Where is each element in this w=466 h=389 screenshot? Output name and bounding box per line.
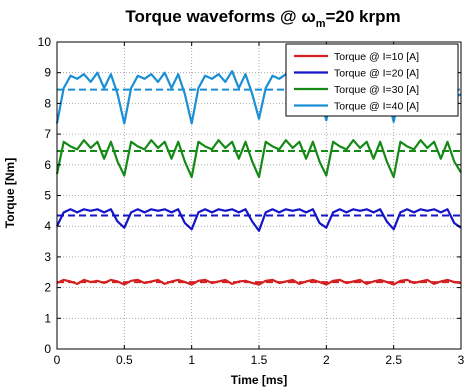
ticks: 0 0.5 1 1.5 2 2.5 3 0 1 2 3 4 5 6 7 8 9 10 xyxy=(38,35,465,367)
chart-title: Torque waveforms @ ωm=20 krpm xyxy=(125,7,400,30)
x-tick-label: 2.5 xyxy=(385,353,402,367)
x-tick-label: 3 xyxy=(458,353,465,367)
y-tick-label: 9 xyxy=(44,66,51,80)
y-axis-label: Torque [Nm] xyxy=(3,158,17,228)
x-tick-label: 1.5 xyxy=(251,353,268,367)
y-tick-label: 0 xyxy=(44,342,51,356)
y-tick-label: 7 xyxy=(44,127,51,141)
series-line-1 xyxy=(56,278,462,286)
legend: Torque @ I=10 [A] Torque @ I=20 [A] Torque… xyxy=(285,43,459,117)
y-tick-label: 4 xyxy=(44,219,51,233)
y-tick-label: 1 xyxy=(44,311,51,325)
x-tick-label: 1 xyxy=(188,353,195,367)
series-line-3 xyxy=(55,139,462,179)
y-tick-label: 3 xyxy=(44,250,51,264)
x-tick-label: 0 xyxy=(54,353,61,367)
y-tick-label: 8 xyxy=(44,96,51,110)
legend-label: Torque @ I=30 [A] xyxy=(334,84,419,96)
series-group xyxy=(55,70,462,286)
x-tick-label: 2 xyxy=(323,353,330,367)
x-axis-label: Time [ms] xyxy=(231,373,287,387)
legend-label: Torque @ I=20 [A] xyxy=(334,68,419,80)
y-tick-label: 2 xyxy=(44,281,51,295)
y-tick-label: 6 xyxy=(44,158,51,172)
y-tick-label: 5 xyxy=(44,189,51,203)
legend-label: Torque @ I=40 [A] xyxy=(334,101,419,113)
series-line-4 xyxy=(55,70,462,125)
x-tick-label: 0.5 xyxy=(116,353,133,367)
y-tick-label: 10 xyxy=(38,35,52,49)
series-line-2 xyxy=(56,208,462,232)
legend-label: Torque @ I=10 [A] xyxy=(334,51,419,63)
